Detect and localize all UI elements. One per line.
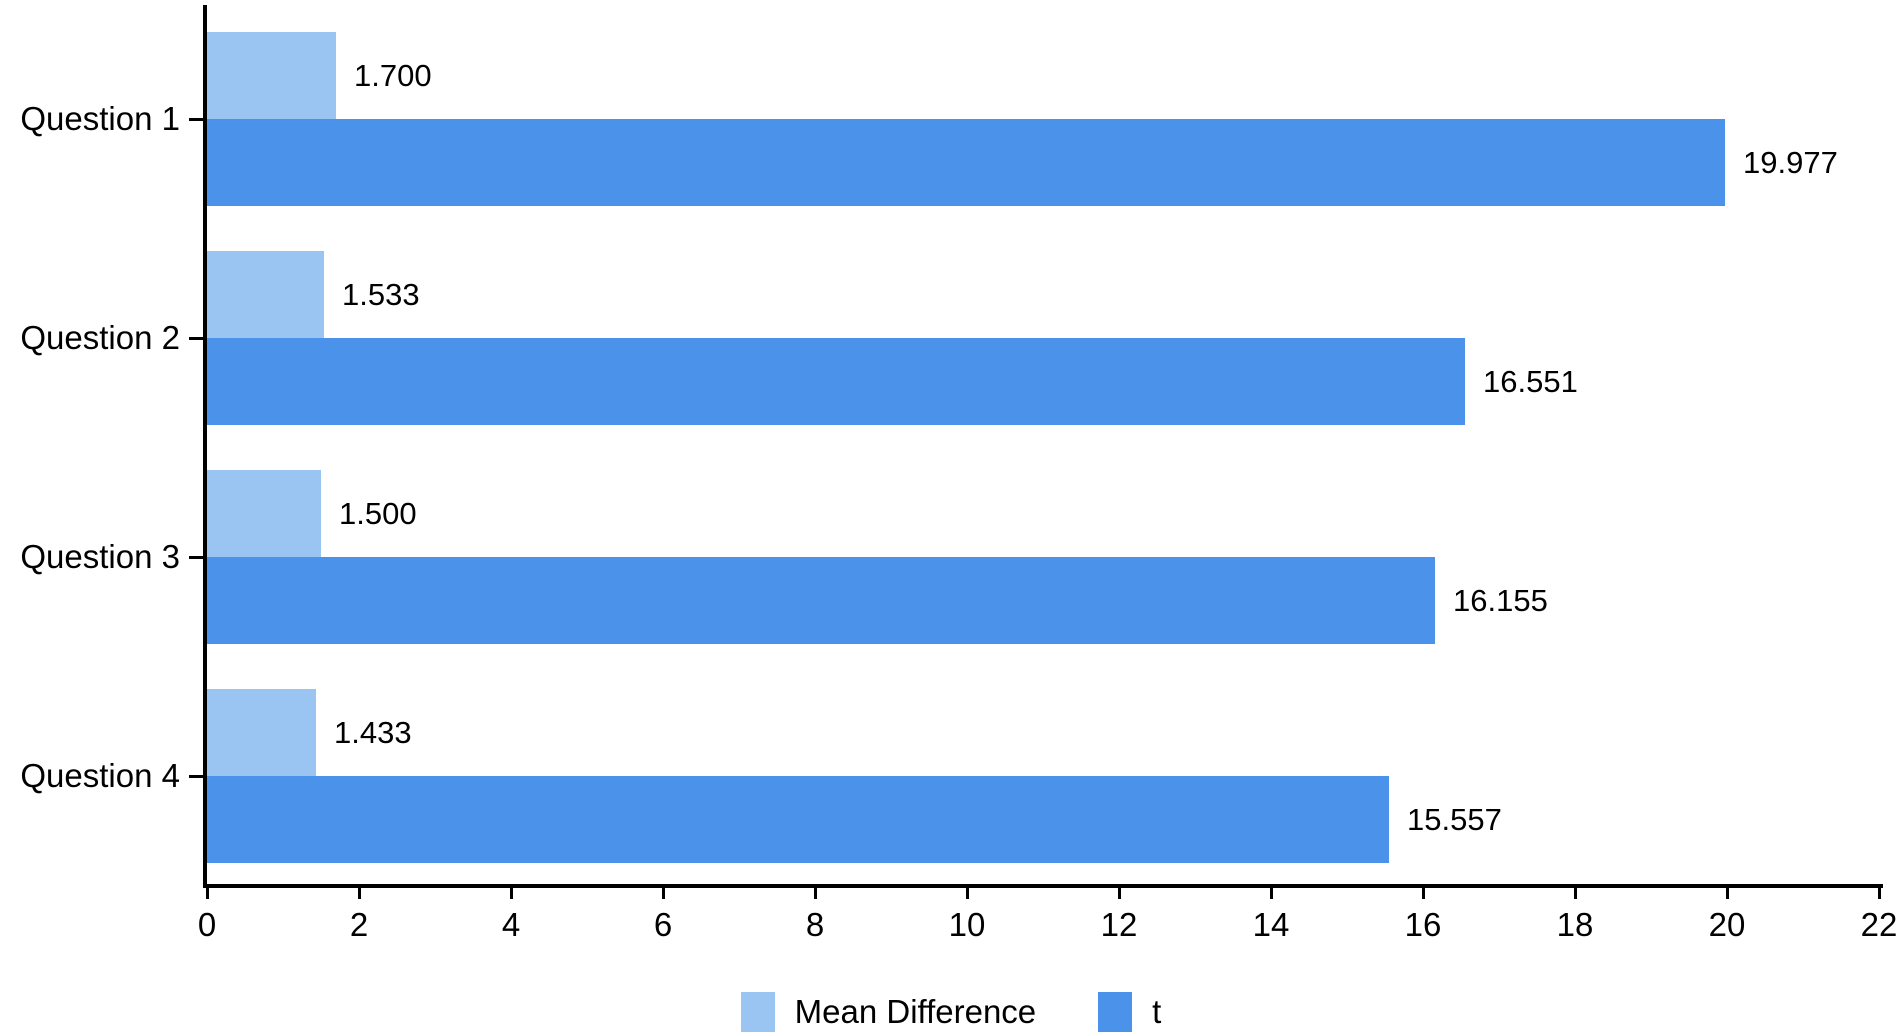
bar-value-label: 1.533 — [342, 276, 420, 312]
bar-value-label: 15.557 — [1407, 801, 1502, 837]
x-axis-tick — [1422, 886, 1425, 899]
mean-difference-bar — [207, 32, 336, 119]
x-axis-tick-label: 12 — [1100, 906, 1138, 943]
t-bar — [207, 557, 1435, 644]
x-axis-tick — [1726, 886, 1729, 899]
bar-value-label: 1.700 — [354, 57, 432, 93]
x-axis-tick — [358, 886, 361, 899]
x-axis-tick-label: 6 — [653, 906, 673, 943]
t-bar — [207, 119, 1725, 206]
t-bar — [207, 338, 1465, 425]
t-bar — [207, 776, 1389, 863]
bar-value-label: 19.977 — [1743, 144, 1838, 180]
x-axis-tick-label: 2 — [349, 906, 369, 943]
x-axis-tick — [1118, 886, 1121, 899]
chart-legend: Mean Difference t — [0, 992, 1902, 1032]
x-axis-tick — [662, 886, 665, 899]
category-tick — [189, 556, 204, 559]
legend-label-mean-difference: Mean Difference — [794, 993, 1037, 1030]
legend-label-t: t — [1152, 993, 1162, 1030]
legend-item-mean-difference: Mean Difference — [740, 992, 1037, 1032]
category-label: Question 2 — [20, 319, 180, 356]
x-axis-tick-label: 20 — [1708, 906, 1746, 943]
x-axis-tick-label: 14 — [1252, 906, 1290, 943]
x-axis-tick-label: 10 — [948, 906, 986, 943]
bar-value-label: 16.551 — [1483, 363, 1578, 399]
category-label: Question 3 — [20, 538, 180, 575]
mean-difference-bar — [207, 470, 321, 557]
mean-difference-bar — [207, 689, 316, 776]
legend-item-t: t — [1098, 992, 1161, 1032]
y-axis-line — [203, 5, 207, 888]
x-axis-tick — [1574, 886, 1577, 899]
category-tick — [189, 775, 204, 778]
x-axis-tick-label: 18 — [1556, 906, 1594, 943]
x-axis-tick-label: 16 — [1404, 906, 1442, 943]
x-axis-tick — [814, 886, 817, 899]
x-axis-tick-label: 8 — [805, 906, 825, 943]
x-axis-tick-label: 22 — [1860, 906, 1898, 943]
category-tick — [189, 118, 204, 121]
x-axis-tick — [510, 886, 513, 899]
bar-value-label: 1.500 — [339, 495, 417, 531]
x-axis-tick — [1270, 886, 1273, 899]
category-tick — [189, 337, 204, 340]
bar-value-label: 16.155 — [1453, 582, 1548, 618]
category-label: Question 4 — [20, 757, 180, 794]
x-axis-tick — [206, 886, 209, 899]
x-axis-tick-label: 4 — [501, 906, 521, 943]
t-swatch-icon — [1098, 992, 1133, 1032]
mean-difference-bar — [207, 251, 324, 338]
x-axis-line — [203, 884, 1883, 888]
x-axis-tick-label: 0 — [197, 906, 217, 943]
mean-difference-swatch-icon — [740, 992, 775, 1032]
x-axis-tick — [1878, 886, 1881, 899]
category-label: Question 1 — [20, 100, 180, 137]
bar-value-label: 1.433 — [334, 714, 412, 750]
x-axis-tick — [966, 886, 969, 899]
